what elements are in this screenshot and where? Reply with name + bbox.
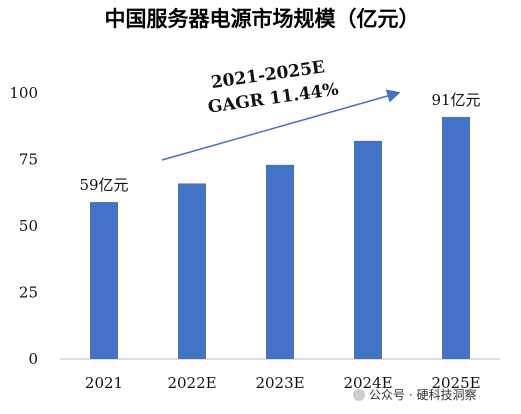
x-tick-label: 2023E xyxy=(255,374,304,392)
y-tick-label: 75 xyxy=(19,151,38,169)
bar xyxy=(90,202,118,359)
growth-arrow xyxy=(161,89,401,161)
y-tick-label: 100 xyxy=(9,84,38,102)
y-tick-label: 50 xyxy=(19,217,38,235)
bar xyxy=(178,183,206,359)
x-axis: 2021 2022E 2023E 2024E 2025E xyxy=(85,374,481,392)
watermark-text: 公众号 · 硬科技洞察 xyxy=(369,388,476,402)
data-label: 59亿元 xyxy=(79,176,128,194)
wechat-icon xyxy=(353,389,365,401)
growth-annotation: 2021-2025E GAGR 11.44% xyxy=(207,57,340,117)
bar-series xyxy=(90,116,470,359)
y-tick-label: 0 xyxy=(28,350,38,368)
data-label: 91亿元 xyxy=(431,91,480,109)
y-axis: 0 25 50 75 100 xyxy=(9,84,38,368)
x-tick-label: 2021 xyxy=(85,374,123,392)
x-tick-label: 2024E xyxy=(343,374,392,392)
bar xyxy=(354,140,382,359)
bar xyxy=(442,116,470,359)
data-labels: 59亿元 91亿元 xyxy=(79,91,480,194)
y-tick-label: 25 xyxy=(19,284,38,302)
x-tick-label: 2022E xyxy=(167,374,216,392)
bar xyxy=(266,164,294,359)
x-tick-label: 2025E xyxy=(431,374,480,392)
chart-title: 中国服务器电源市场规模（亿元） xyxy=(105,7,420,31)
watermark: 公众号 · 硬科技洞察 xyxy=(353,388,476,402)
